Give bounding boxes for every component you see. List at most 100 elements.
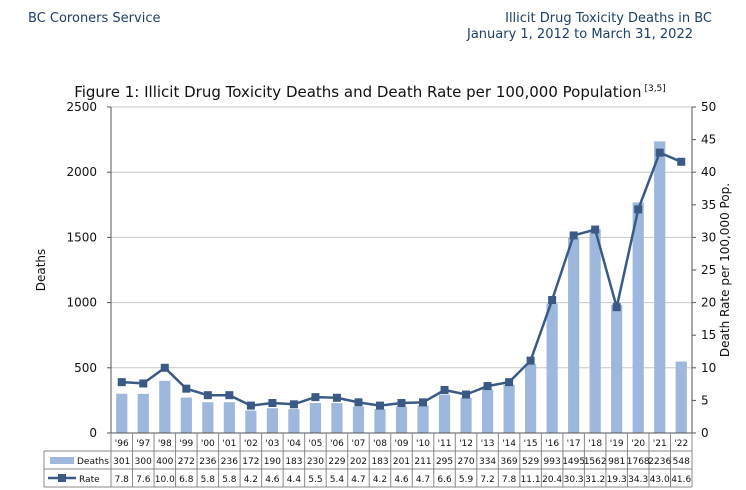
deaths-value-label: 1562 — [584, 457, 607, 467]
x-tick-label: '99 — [179, 439, 193, 449]
rate-value-label: 4.6 — [394, 475, 409, 485]
deaths-bar — [288, 409, 300, 433]
legend-deaths-label: Deaths — [77, 457, 109, 467]
rate-value-label: 11.1 — [521, 475, 541, 485]
y2-tick-label: 5 — [701, 393, 709, 407]
rate-value-label: 5.8 — [222, 475, 237, 485]
x-tick-label: '04 — [287, 439, 301, 449]
x-tick-label: '06 — [330, 439, 344, 449]
y2-tick-label: 40 — [701, 165, 716, 179]
deaths-bar — [352, 406, 365, 433]
deaths-bar — [202, 402, 214, 433]
deaths-bars — [116, 141, 687, 433]
rate-point — [677, 157, 686, 166]
x-tick-label: '11 — [438, 439, 452, 449]
rate-value-label: 5.4 — [330, 475, 345, 485]
x-tick-label: '18 — [588, 439, 602, 449]
rate-value-label: 19.3 — [607, 475, 627, 485]
legend-rate-label: Rate — [79, 475, 100, 485]
deaths-value-label: 301 — [113, 457, 130, 467]
legend-deaths-swatch — [50, 457, 74, 464]
rate-value-label: 10.0 — [155, 475, 175, 485]
x-tick-label: '00 — [201, 439, 215, 449]
deaths-value-label: 400 — [156, 457, 173, 467]
deaths-value-label: 270 — [457, 457, 474, 467]
deaths-value-label: 190 — [264, 457, 281, 467]
rate-point — [505, 378, 514, 387]
rate-value-label: 34.3 — [628, 475, 648, 485]
y-tick-label: 500 — [74, 361, 97, 375]
deaths-bar — [525, 364, 537, 433]
deaths-value-label: 981 — [608, 457, 625, 467]
x-tick-label: '08 — [373, 439, 387, 449]
x-tick-label: '05 — [308, 439, 322, 449]
rate-value-label: 7.2 — [480, 475, 494, 485]
rate-point — [203, 391, 212, 400]
deaths-value-label: 183 — [371, 457, 388, 467]
deaths-value-label: 229 — [328, 457, 345, 467]
y2-tick-label: 0 — [701, 426, 709, 440]
x-tick-label: '10 — [416, 439, 430, 449]
x-tick-label: '15 — [524, 439, 538, 449]
rate-point — [440, 385, 449, 394]
rate-value-label: 7.6 — [136, 475, 151, 485]
deaths-bar — [116, 393, 128, 433]
x-tick-label: '12 — [459, 439, 473, 449]
deaths-value-label: 211 — [414, 457, 431, 467]
deaths-bar — [481, 389, 494, 433]
deaths-bar — [546, 303, 558, 433]
rate-point — [419, 398, 428, 407]
rate-point — [591, 225, 600, 234]
x-tick-label: '13 — [481, 439, 495, 449]
deaths-bar — [180, 397, 192, 433]
y2-tick-label: 10 — [701, 361, 716, 375]
rate-point — [289, 400, 298, 409]
rate-point — [246, 401, 255, 410]
y-tick-label: 2500 — [66, 100, 97, 114]
x-tick-label: '07 — [351, 439, 365, 449]
deaths-bar — [395, 406, 408, 433]
rate-value-label: 30.3 — [564, 475, 584, 485]
deaths-bar — [159, 380, 171, 433]
rate-point — [160, 363, 169, 372]
y-tick-label: 1500 — [66, 230, 97, 244]
rate-value-label: 5.8 — [201, 475, 216, 485]
rate-point — [569, 231, 578, 240]
x-tick-label: '20 — [631, 439, 645, 449]
rate-value-label: 4.2 — [244, 475, 258, 485]
rate-point — [139, 379, 148, 388]
deaths-bar — [675, 361, 687, 433]
deaths-value-label: 1768 — [627, 457, 650, 467]
x-tick-label: '19 — [610, 439, 624, 449]
rate-point — [526, 356, 535, 365]
rate-value-label: 7.8 — [115, 475, 130, 485]
deaths-bar — [245, 410, 257, 433]
deaths-bar — [654, 141, 666, 433]
rate-value-label: 6.8 — [179, 475, 194, 485]
deaths-value-label: 2236 — [648, 457, 671, 467]
deaths-value-label: 548 — [673, 457, 690, 467]
deaths-value-label: 236 — [221, 457, 238, 467]
rate-point — [612, 303, 621, 312]
rate-value-label: 4.6 — [265, 475, 280, 485]
y2-tick-label: 35 — [701, 198, 716, 212]
rate-value-label: 41.6 — [671, 475, 691, 485]
y-tick-label: 1000 — [66, 296, 97, 310]
deaths-value-label: 272 — [178, 457, 195, 467]
deaths-value-label: 230 — [307, 457, 324, 467]
rate-value-label: 6.6 — [437, 475, 452, 485]
chart-title: Figure 1: Illicit Drug Toxicity Deaths a… — [74, 83, 666, 101]
deaths-value-label: 172 — [242, 457, 259, 467]
deaths-bar — [632, 202, 644, 433]
x-tick-label: '02 — [244, 439, 258, 449]
deaths-bar — [137, 393, 149, 433]
deaths-bar — [266, 408, 278, 433]
rate-point — [462, 390, 471, 399]
organization-name: BC Coroners Service — [28, 11, 161, 26]
report-date-range: January 1, 2012 to March 31, 2022 — [466, 27, 693, 42]
deaths-value-label: 529 — [522, 457, 539, 467]
rate-value-label: 31.2 — [585, 475, 605, 485]
rate-value-label: 7.8 — [502, 475, 517, 485]
deaths-value-label: 300 — [135, 457, 152, 467]
